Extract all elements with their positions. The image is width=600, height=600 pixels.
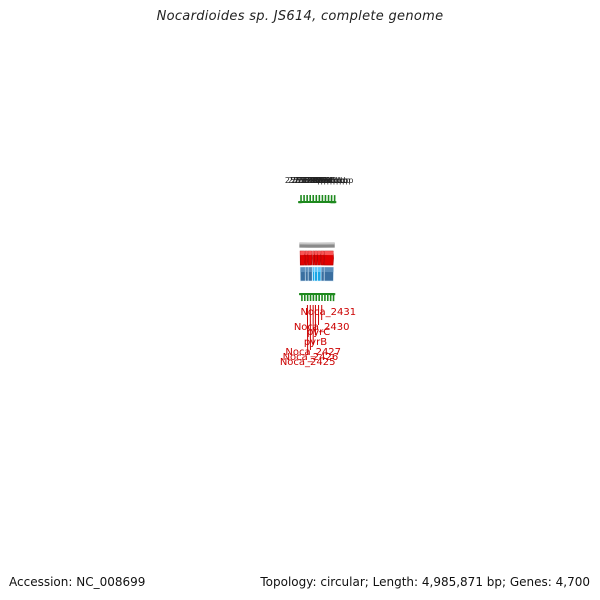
map-title: Nocardioides sp. JS614, complete genome [156, 9, 444, 24]
genome-summary-text: Topology: circular; Length: 4,985,871 bp… [260, 575, 590, 589]
gene-band-highlight [312, 267, 315, 273]
gene-arrow-highlight [312, 251, 315, 256]
gene-band-highlight [305, 267, 309, 273]
ruler-label: 2592 kbp [306, 176, 344, 185]
gene-arrow-highlight [314, 251, 318, 256]
gene-arrow-highlight [308, 251, 313, 256]
gene-label: Noca_2427 [285, 347, 341, 358]
ruler-label: 2595 kbp [316, 176, 354, 185]
ruler-ticks [298, 194, 337, 204]
gene-label: Noca_2431 [300, 307, 356, 318]
gene-band-highlight [320, 267, 325, 273]
lower-ticks [299, 292, 336, 302]
gene-band-highlight [324, 267, 334, 273]
gene-band-highlight [314, 267, 318, 273]
ruler-label: 2588 kbp [294, 176, 332, 185]
accession-text: Accession: NC_008699 [9, 575, 146, 589]
reverse-strand-track [299, 266, 334, 282]
ruler-label: 2586 kbp [288, 176, 326, 185]
gene-label: pyrC [307, 327, 330, 338]
gene-arrow-highlight [321, 251, 325, 256]
gene-band-highlight [300, 267, 306, 273]
ruler-label: 2591 kbp [303, 176, 341, 185]
genome-backbone [299, 242, 335, 248]
gene-label: pyrB [304, 337, 327, 348]
ruler-label: 2590 kbp [300, 176, 338, 185]
gene-label: Noca_2425 [280, 357, 336, 368]
gene-band-highlight [308, 267, 313, 273]
gene-label: Noca_2426 [283, 352, 339, 363]
gene-label: Noca_2430 [294, 322, 350, 333]
gene-arrow-highlight [317, 251, 321, 256]
gene-labels: Noca_2431 Noca_2430pyrCpyrBNoca_2427Noca_… [280, 304, 356, 368]
gene-arrow-highlight [305, 251, 308, 256]
ruler-label: 2589 kbp [297, 176, 335, 185]
ruler-label: 2594 kbp [313, 176, 351, 185]
gene-arrow-highlight [300, 251, 305, 256]
gene-band-highlight [317, 267, 321, 273]
forward-strand-track [299, 250, 334, 266]
gene-arrow-highlight [324, 251, 334, 256]
ruler-label: 2587 kbp [291, 176, 329, 185]
ruler-label: 2593 kbp [310, 176, 348, 185]
ruler-label: 2585 kbp [285, 176, 323, 185]
